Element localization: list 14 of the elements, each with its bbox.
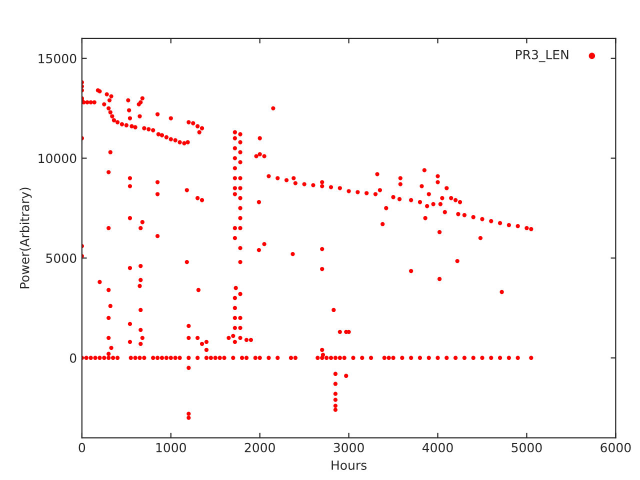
x-tick-label: 6000 [600,442,631,452]
legend-label: PR3_LEN [516,50,568,62]
x-tick-label: 2000 [244,442,275,452]
y-axis-title: Power(Arbitrary) [20,188,32,288]
x-tick-label: 1000 [156,442,186,452]
x-tick-label: 4000 [422,442,453,452]
x-axis-title: Hours [332,460,366,470]
y-tick-label: 0 [70,353,76,363]
y-tick-label: 15000 [38,54,76,64]
x-tick-label: 3000 [334,442,364,452]
y-tick-label: 5000 [46,254,76,263]
y-tick-label: 10000 [38,154,76,164]
x-tick-label: 5000 [512,442,542,452]
x-tick-label: 0 [78,442,86,452]
